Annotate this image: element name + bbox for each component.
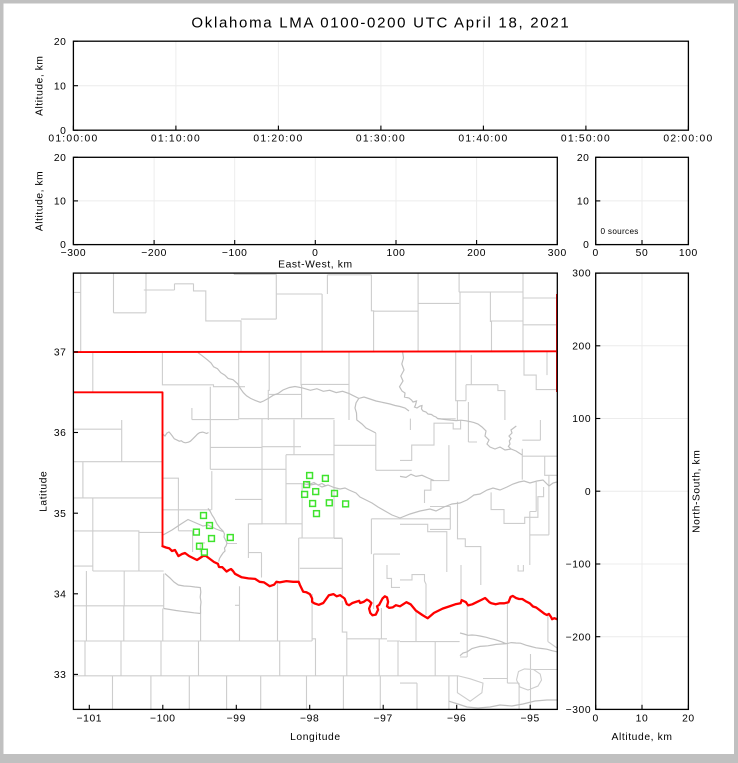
svg-text:36: 36 <box>54 428 67 439</box>
svg-text:200: 200 <box>467 248 486 259</box>
svg-text:−98: −98 <box>300 714 319 725</box>
svg-text:0: 0 <box>60 126 66 137</box>
svg-text:02:00:00: 02:00:00 <box>663 134 713 145</box>
svg-text:Altitude, km: Altitude, km <box>34 171 45 231</box>
svg-text:20: 20 <box>577 153 590 164</box>
svg-text:0: 0 <box>583 240 589 251</box>
svg-text:300: 300 <box>548 248 567 259</box>
svg-text:34: 34 <box>54 589 67 600</box>
svg-text:10: 10 <box>636 714 649 725</box>
svg-text:−300: −300 <box>566 705 592 716</box>
svg-text:0: 0 <box>60 240 66 251</box>
svg-text:01:50:00: 01:50:00 <box>561 134 611 145</box>
svg-text:01:00:00: 01:00:00 <box>48 134 98 145</box>
svg-text:−100: −100 <box>566 560 592 571</box>
svg-text:−100: −100 <box>150 714 176 725</box>
svg-text:33: 33 <box>54 670 67 681</box>
svg-text:Altitude, km: Altitude, km <box>612 732 673 743</box>
svg-text:35: 35 <box>54 509 67 520</box>
svg-text:−300: −300 <box>61 248 87 259</box>
svg-text:01:20:00: 01:20:00 <box>253 134 303 145</box>
svg-text:01:30:00: 01:30:00 <box>356 134 406 145</box>
svg-text:300: 300 <box>572 269 591 280</box>
svg-text:East-West, km: East-West, km <box>278 259 353 270</box>
svg-text:10: 10 <box>577 197 590 208</box>
svg-text:37: 37 <box>54 348 67 359</box>
svg-text:0: 0 <box>593 248 599 259</box>
svg-text:10: 10 <box>54 81 67 92</box>
svg-text:0: 0 <box>593 714 599 725</box>
svg-text:20: 20 <box>54 37 67 48</box>
svg-text:100: 100 <box>572 414 591 425</box>
svg-text:−96: −96 <box>447 714 466 725</box>
svg-text:20: 20 <box>54 153 67 164</box>
svg-text:01:10:00: 01:10:00 <box>151 134 201 145</box>
svg-text:Oklahoma LMA 0100-0200 UTC Apr: Oklahoma LMA 0100-0200 UTC April 18, 202… <box>191 15 570 32</box>
svg-text:20: 20 <box>682 714 695 725</box>
svg-text:−100: −100 <box>222 248 248 259</box>
svg-text:0: 0 <box>312 248 318 259</box>
svg-text:−200: −200 <box>141 248 167 259</box>
svg-text:200: 200 <box>572 341 591 352</box>
svg-text:Longitude: Longitude <box>290 732 341 743</box>
svg-text:−95: −95 <box>521 714 540 725</box>
svg-text:−99: −99 <box>227 714 246 725</box>
svg-text:01:40:00: 01:40:00 <box>458 134 508 145</box>
svg-text:50: 50 <box>636 248 649 259</box>
svg-text:Altitude, km: Altitude, km <box>35 55 46 115</box>
svg-text:Latitude: Latitude <box>39 471 50 512</box>
svg-text:0: 0 <box>585 487 591 498</box>
svg-text:100: 100 <box>387 248 406 259</box>
svg-text:North-South, km: North-South, km <box>692 450 703 533</box>
svg-text:10: 10 <box>54 197 67 208</box>
svg-text:−101: −101 <box>77 714 103 725</box>
svg-text:0 sources: 0 sources <box>601 227 639 236</box>
svg-text:100: 100 <box>679 248 698 259</box>
svg-text:−200: −200 <box>566 632 592 643</box>
svg-text:−97: −97 <box>374 714 393 725</box>
